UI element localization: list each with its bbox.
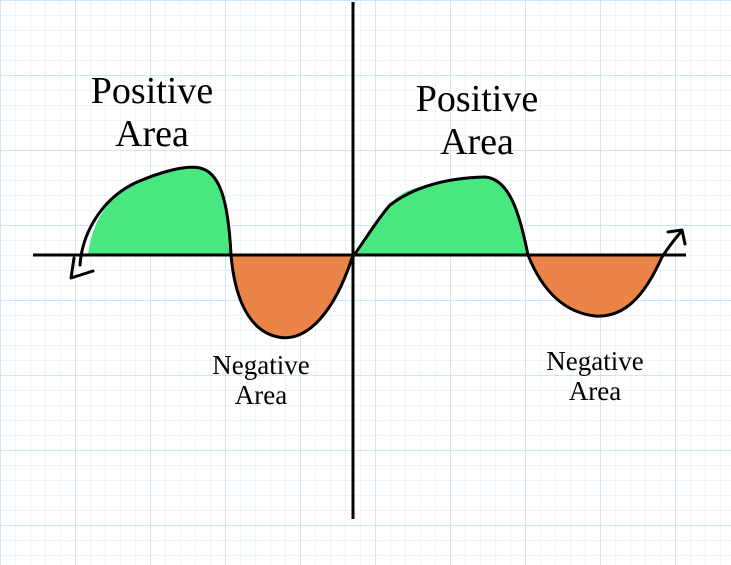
negative-area-label-1: Negative Area [196,350,326,410]
sine-curve [78,165,682,340]
positive-area-label-1-line-1: Positive [90,70,214,112]
positive-area-2 [357,176,527,255]
negative-area-label-1-line-1: Negative [212,350,310,380]
right-arrowhead-icon [666,228,687,246]
negative-area-2 [529,255,661,317]
negative-area-label-1-line-2: Area [234,380,288,411]
negative-area-label-2-line-2: Area [568,376,622,407]
positive-area-label-2-line-2: Area [440,120,514,163]
positive-area-1 [88,167,230,255]
positive-area-label-1-line-2: Area [115,112,189,155]
positive-area-label-2: Positive Area [407,78,547,163]
negative-area-label-2-line-1: Negative [546,346,644,376]
left-arrowhead-icon [69,256,95,280]
negative-area-label-2: Negative Area [530,346,660,406]
positive-area-label-2-line-1: Positive [415,78,539,120]
positive-area-label-1: Positive Area [82,70,222,155]
negative-area-1 [232,255,352,338]
